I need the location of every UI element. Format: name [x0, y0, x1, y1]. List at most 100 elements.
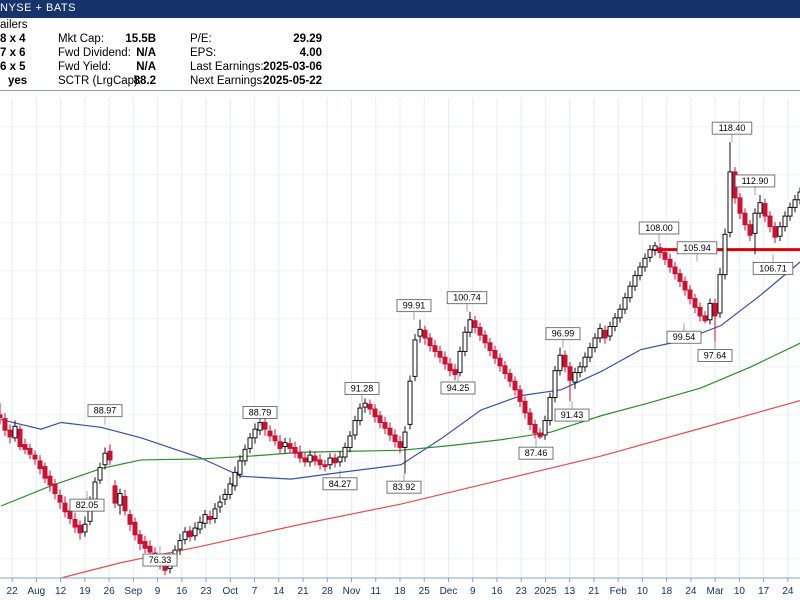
- x-tick-label: 10: [734, 586, 746, 597]
- candle: [482, 330, 488, 349]
- candle-body: [697, 306, 703, 317]
- candle-body: [312, 455, 318, 462]
- price-label: 91.43: [554, 401, 590, 422]
- candle-body: [27, 447, 33, 455]
- candle: [62, 496, 68, 518]
- candle: [652, 242, 658, 256]
- candles: [0, 142, 800, 576]
- x-tick-label: 10: [637, 586, 649, 597]
- x-tick-label: 24: [782, 586, 794, 597]
- candle: [37, 455, 43, 475]
- candle: [727, 142, 733, 238]
- candle: [752, 208, 758, 255]
- candle: [672, 261, 678, 280]
- candle-body: [407, 380, 413, 425]
- candle: [52, 479, 58, 500]
- stat-label-fwd-yield: Fwd Yield:: [58, 61, 112, 73]
- candle: [607, 321, 613, 341]
- candle-body: [492, 349, 498, 359]
- x-tick-label: Feb: [610, 586, 628, 597]
- price-label: 97.64: [697, 341, 733, 362]
- price-chart: 88.97 82.05 76.33 88.79 84.27 91.28 83.92 99.91…: [0, 98, 800, 597]
- candle-body: [217, 501, 223, 508]
- candle: [297, 445, 303, 463]
- candle: [702, 311, 708, 324]
- x-tick-label: 16: [491, 586, 503, 597]
- candle: [542, 415, 548, 440]
- candle-body: [527, 412, 533, 425]
- candle-body: [717, 274, 723, 314]
- candle: [717, 267, 723, 318]
- candle-body: [737, 197, 743, 214]
- candle: [217, 495, 223, 513]
- candle: [532, 419, 538, 439]
- candle-body: [397, 441, 403, 448]
- candle: [302, 452, 308, 467]
- stat-value-fwd-yield: N/A: [136, 61, 156, 73]
- candle-body: [247, 437, 253, 449]
- candle: [457, 346, 463, 377]
- candle: [332, 453, 338, 468]
- stat-label-eps: EPS:: [190, 47, 217, 59]
- candle: [237, 455, 243, 479]
- price-label-text: 96.99: [552, 329, 575, 339]
- candle: [617, 304, 623, 323]
- candle: [697, 302, 703, 322]
- candle-body: [487, 342, 493, 351]
- price-label: 76.33: [142, 546, 178, 567]
- price-label: 99.91: [396, 299, 432, 320]
- price-label-text: 108.00: [645, 223, 673, 233]
- price-label: 118.40: [711, 121, 753, 143]
- candle-body: [727, 171, 733, 233]
- candle: [497, 353, 503, 372]
- candle-body: [442, 356, 448, 365]
- x-tick-label: 23: [200, 586, 212, 597]
- candle-body: [687, 289, 693, 300]
- x-tick-label: 26: [104, 586, 116, 597]
- candle-body: [117, 493, 123, 506]
- candle: [277, 434, 283, 454]
- x-tick-label: 9: [470, 586, 476, 597]
- candle-body: [637, 266, 643, 277]
- stat-value-last-earnings: 2025-03-06: [263, 61, 322, 73]
- candle: [517, 385, 523, 408]
- price-label-text: 99.54: [673, 332, 696, 342]
- candle: [662, 247, 668, 266]
- x-tick-label: 17: [758, 586, 770, 597]
- candle-body: [657, 247, 663, 254]
- candle: [432, 339, 438, 358]
- candle-body: [177, 540, 183, 550]
- candle: [312, 451, 318, 466]
- candle: [352, 415, 358, 440]
- candle-body: [82, 523, 88, 533]
- candle-body: [317, 459, 323, 466]
- x-tick-label: 18: [394, 586, 406, 597]
- candle: [242, 444, 248, 466]
- price-label-text: 105.94: [683, 243, 711, 253]
- candle-body: [542, 420, 548, 436]
- candle-body: [252, 428, 258, 439]
- price-label-text: 106.71: [759, 263, 787, 273]
- candle-body: [662, 252, 668, 260]
- candle-body: [297, 451, 303, 459]
- candle: [537, 428, 543, 440]
- candle: [117, 488, 123, 515]
- candle-body: [267, 430, 273, 437]
- candle-body: [587, 347, 593, 358]
- price-label: 105.94: [676, 241, 718, 262]
- price-label-box: [142, 553, 178, 567]
- candle-body: [377, 415, 383, 423]
- candle-body: [112, 485, 118, 504]
- x-tick-label: 9: [155, 586, 161, 597]
- candle-body: [387, 427, 393, 436]
- candle: [447, 358, 453, 377]
- candle-body: [132, 521, 138, 536]
- candle-body: [582, 356, 588, 368]
- candle-body: [722, 233, 728, 276]
- candle: [77, 520, 83, 540]
- candle: [712, 298, 718, 342]
- candle-body: [57, 494, 63, 503]
- candle: [227, 477, 233, 500]
- candle: [547, 392, 553, 426]
- price-label: 91.28: [344, 382, 380, 403]
